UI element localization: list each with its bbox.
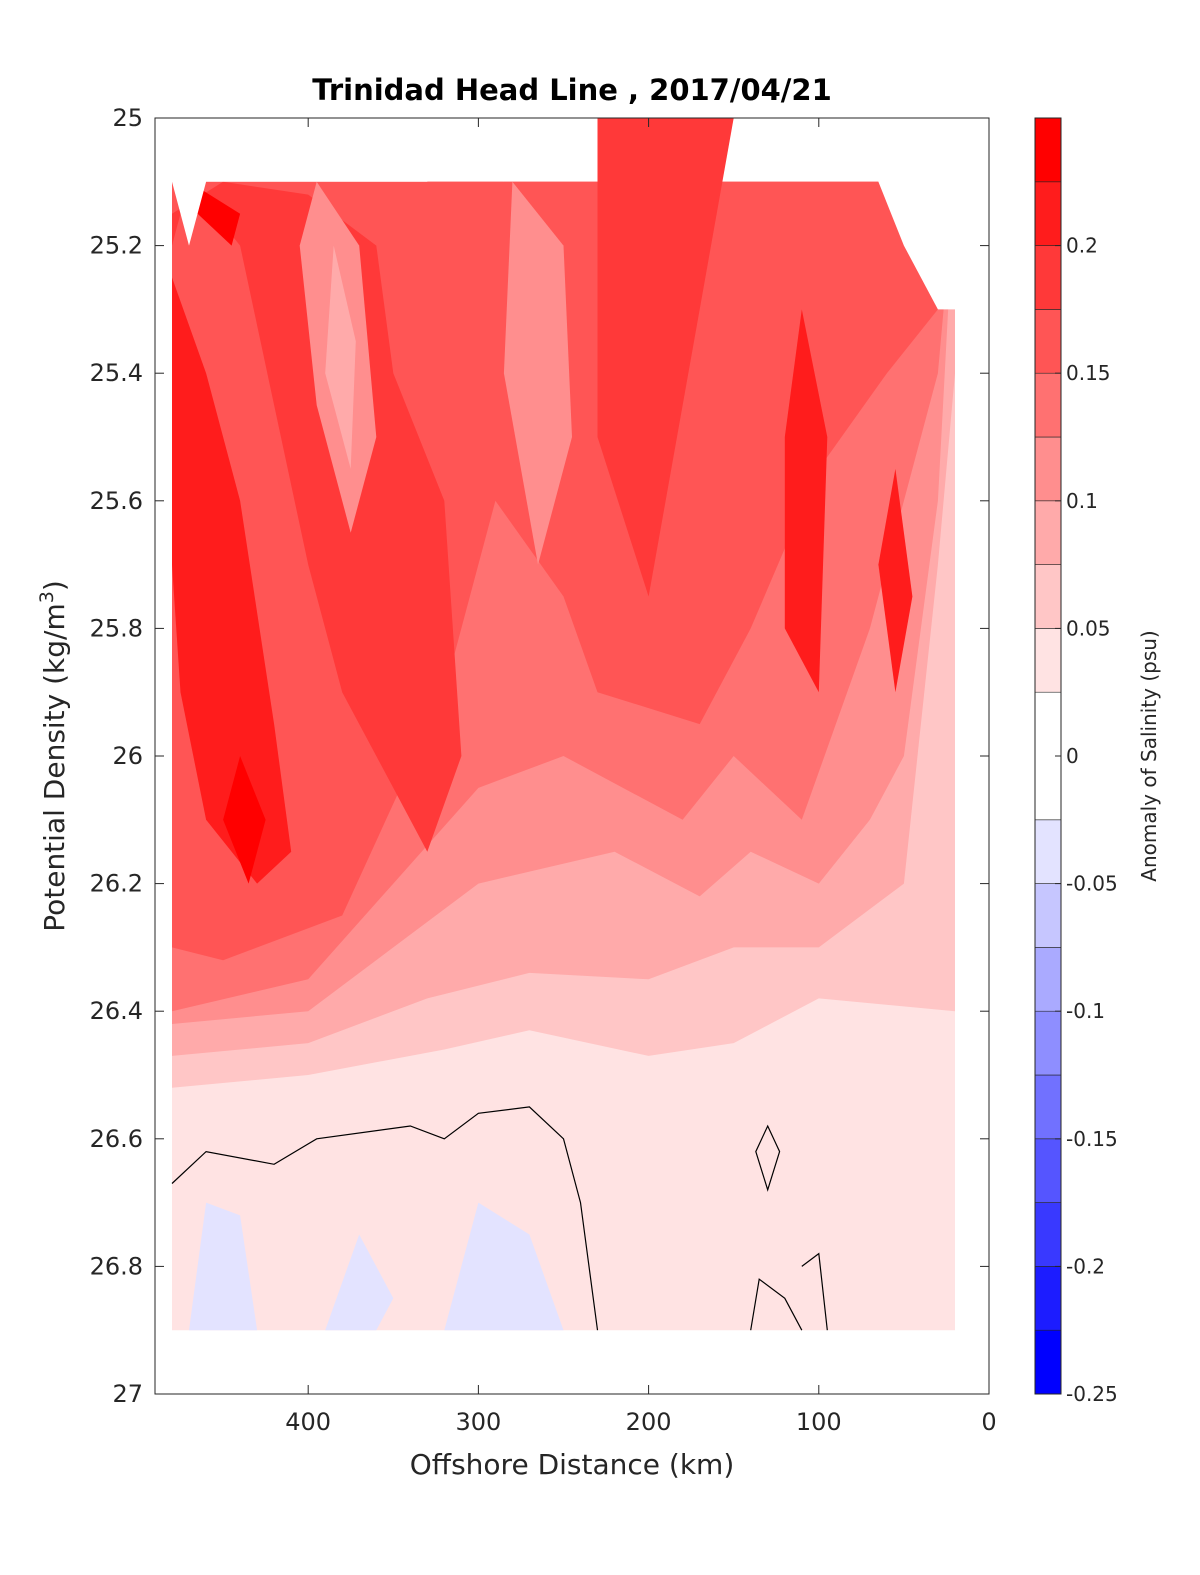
x-tick-label: 100 xyxy=(796,1408,842,1436)
colorbar: -0.25 -0.2 -0.15 -0.1 -0.05 0 0.05 0.1 0.15 0.2 xyxy=(1034,117,1118,1406)
contour-region-17 xyxy=(325,1234,394,1331)
y-axis-label-superscript: 3 xyxy=(36,591,58,603)
colorbar-tick-label: 0.1 xyxy=(1066,489,1098,513)
no-data-gap-2 xyxy=(861,118,989,310)
x-tick-label: 0 xyxy=(981,1408,996,1436)
colorbar-tick-label: -0.05 xyxy=(1066,872,1118,896)
y-tick-label: 25.6 xyxy=(90,487,143,515)
colorbar-segment xyxy=(1034,436,1062,502)
colorbar-label: Anomaly of Salinity (psu) xyxy=(1137,630,1161,881)
colorbar-segment xyxy=(1034,947,1062,1012)
contour-regions xyxy=(155,118,989,1331)
chart-title: Trinidad Head Line , 2017/04/21 xyxy=(312,73,832,107)
y-tick-label: 26.2 xyxy=(90,870,143,898)
x-axis: 0 100 200 300 400 xyxy=(285,118,997,1436)
colorbar-segment xyxy=(1034,500,1062,565)
colorbar-segment xyxy=(1034,628,1062,693)
colorbar-tick-label: -0.2 xyxy=(1066,1254,1105,1278)
zero-contour-line-0 xyxy=(171,1106,599,1331)
contour-region-12 xyxy=(223,756,266,884)
y-axis-label-close: ) xyxy=(38,580,71,591)
contour-region-15 xyxy=(503,181,572,565)
colorbar-tick-label: 0.15 xyxy=(1066,361,1111,385)
contour-region-7 xyxy=(597,118,734,597)
y-tick-label: 26.4 xyxy=(90,997,143,1025)
colorbar-segment xyxy=(1034,819,1062,884)
y-tick-label: 25.8 xyxy=(90,614,143,642)
colorbar-segment xyxy=(1034,181,1062,246)
plot-area xyxy=(154,117,990,1395)
y-tick-label: 25 xyxy=(112,104,143,132)
x-tick-label: 200 xyxy=(626,1408,672,1436)
colorbar-segment xyxy=(1034,1010,1062,1076)
colorbar-segment xyxy=(1034,1202,1062,1267)
colorbar-segment xyxy=(1034,1074,1062,1140)
y-tick-label: 25.4 xyxy=(90,359,143,387)
colorbar-segment xyxy=(1034,1266,1062,1331)
colorbar-segment xyxy=(1034,245,1062,310)
no-data-gap-0 xyxy=(155,118,445,246)
y-tick-label: 25.2 xyxy=(90,232,143,260)
contour-region-14 xyxy=(325,245,356,469)
contour-region-6 xyxy=(172,181,462,852)
colorbar-tick-label: -0.25 xyxy=(1066,1382,1118,1406)
contour-region-10 xyxy=(878,468,913,693)
y-tick-label: 26.6 xyxy=(90,1125,143,1153)
zero-contour-line-3 xyxy=(801,1252,828,1331)
colorbar-tick-label: 0.05 xyxy=(1066,616,1111,640)
contour-region-18 xyxy=(444,1202,564,1331)
zero-contour-lines xyxy=(171,1106,828,1331)
x-tick-label: 400 xyxy=(285,1408,331,1436)
colorbar-tick-label: 0 xyxy=(1066,744,1079,768)
colorbar-segment xyxy=(1034,1329,1062,1395)
contour-region-8 xyxy=(172,277,292,884)
colorbar-tick-label: -0.15 xyxy=(1066,1127,1118,1151)
x-axis-label: Offshore Distance (km) xyxy=(410,1448,735,1481)
colorbar-tick-label: -0.1 xyxy=(1066,999,1105,1023)
no-data-gap-1 xyxy=(486,118,521,182)
zero-contour-line-1 xyxy=(755,1124,781,1192)
colorbar-segment xyxy=(1034,372,1062,438)
x-tick-label: 300 xyxy=(455,1408,501,1436)
colorbar-segment xyxy=(1034,1138,1062,1203)
y-axis: 25 25.2 25.4 25.6 25.8 26 26.2 26.4 26.6 26.8 27 xyxy=(90,104,989,1408)
colorbar-segment xyxy=(1034,309,1062,374)
colorbar-segment xyxy=(1034,883,1062,948)
colorbar-segment xyxy=(1034,564,1062,629)
y-axis-label: Potential Density (kg/m3) xyxy=(36,580,71,932)
y-axis-label-main: Potential Density (kg/m xyxy=(38,603,71,932)
colorbar-tick-label: 0.2 xyxy=(1066,234,1098,258)
zero-contour-line-2 xyxy=(750,1278,803,1331)
contour-region-9 xyxy=(784,309,828,693)
y-tick-label: 26 xyxy=(112,742,143,770)
colorbar-segment xyxy=(1034,117,1062,183)
y-tick-label: 26.8 xyxy=(90,1252,143,1280)
contour-region-16 xyxy=(189,1202,258,1331)
y-tick-label: 27 xyxy=(112,1380,143,1408)
